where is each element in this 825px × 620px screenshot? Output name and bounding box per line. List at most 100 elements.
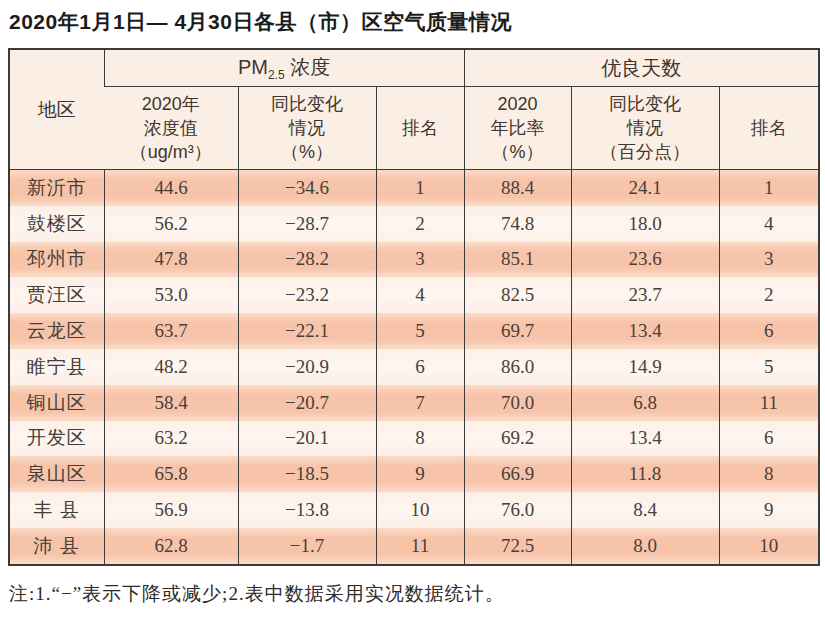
value-cell: −23.2 bbox=[238, 277, 376, 313]
value-cell: 69.2 bbox=[464, 421, 571, 457]
pm25-label: PM2.5 浓度 bbox=[238, 56, 330, 78]
table-row: 开发区63.2−20.1869.213.46 bbox=[9, 421, 819, 457]
value-cell: 6 bbox=[719, 421, 819, 457]
value-cell: 8.0 bbox=[571, 528, 719, 565]
header-region: 地区 bbox=[9, 49, 104, 170]
value-cell: 88.4 bbox=[464, 170, 571, 206]
value-cell: −28.2 bbox=[238, 242, 376, 278]
value-cell: 11 bbox=[376, 528, 464, 565]
value-cell: 8.4 bbox=[571, 492, 719, 528]
region-cell: 开发区 bbox=[9, 421, 104, 457]
value-cell: 1 bbox=[376, 170, 464, 206]
value-cell: −28.7 bbox=[238, 206, 376, 242]
value-cell: 2 bbox=[376, 206, 464, 242]
table-row: 丰 县56.9−13.81076.08.49 bbox=[9, 492, 819, 528]
value-cell: 24.1 bbox=[571, 170, 719, 206]
value-cell: 70.0 bbox=[464, 385, 571, 421]
value-cell: 7 bbox=[376, 385, 464, 421]
page-title: 2020年1月1日— 4月30日各县（市）区空气质量情况 bbox=[9, 8, 818, 36]
region-cell: 鼓楼区 bbox=[9, 206, 104, 242]
table-row: 铜山区58.4−20.7770.06.811 bbox=[9, 385, 819, 421]
table-row: 新沂市44.6−34.6188.424.11 bbox=[9, 170, 819, 206]
value-cell: 63.7 bbox=[104, 313, 238, 349]
region-cell: 新沂市 bbox=[9, 170, 104, 206]
header-group-pm25: PM2.5 浓度 bbox=[104, 49, 464, 87]
footnote: 注:1.“−”表示下降或减少;2.表中数据采用实况数据统计。 bbox=[9, 581, 818, 607]
value-cell: 48.2 bbox=[104, 349, 238, 385]
table-header: 地区 PM2.5 浓度 优良天数 2020年 浓度值 （ug/m³） 同比变化 … bbox=[9, 49, 819, 170]
header-yoy-change-pct: 同比变化 情况 （%） bbox=[238, 87, 376, 170]
value-cell: −18.5 bbox=[238, 456, 376, 492]
value-cell: −20.1 bbox=[238, 421, 376, 457]
value-cell: 58.4 bbox=[104, 385, 238, 421]
value-cell: 86.0 bbox=[464, 349, 571, 385]
value-cell: 56.2 bbox=[104, 206, 238, 242]
value-cell: −34.6 bbox=[238, 170, 376, 206]
value-cell: 66.9 bbox=[464, 456, 571, 492]
header-2020-ratio: 2020 年比率 （%） bbox=[464, 87, 571, 170]
value-cell: 82.5 bbox=[464, 277, 571, 313]
value-cell: 6 bbox=[719, 313, 819, 349]
value-cell: 9 bbox=[376, 456, 464, 492]
header-rank-pm: 排名 bbox=[376, 87, 464, 170]
table-row: 贾汪区53.0−23.2482.523.72 bbox=[9, 277, 819, 313]
value-cell: 85.1 bbox=[464, 242, 571, 278]
region-cell: 睢宁县 bbox=[9, 349, 104, 385]
header-group-good-days: 优良天数 bbox=[464, 49, 819, 87]
value-cell: 23.6 bbox=[571, 242, 719, 278]
value-cell: 69.7 bbox=[464, 313, 571, 349]
region-cell: 云龙区 bbox=[9, 313, 104, 349]
value-cell: 76.0 bbox=[464, 492, 571, 528]
value-cell: 4 bbox=[376, 277, 464, 313]
value-cell: 44.6 bbox=[104, 170, 238, 206]
value-cell: 9 bbox=[719, 492, 819, 528]
value-cell: 8 bbox=[376, 421, 464, 457]
table-body: 新沂市44.6−34.6188.424.11鼓楼区56.2−28.7274.81… bbox=[9, 170, 819, 565]
value-cell: 6 bbox=[376, 349, 464, 385]
value-cell: 10 bbox=[376, 492, 464, 528]
region-cell: 丰 县 bbox=[9, 492, 104, 528]
value-cell: 72.5 bbox=[464, 528, 571, 565]
value-cell: −1.7 bbox=[238, 528, 376, 565]
value-cell: 18.0 bbox=[571, 206, 719, 242]
value-cell: 74.8 bbox=[464, 206, 571, 242]
value-cell: 47.8 bbox=[104, 242, 238, 278]
value-cell: 13.4 bbox=[571, 421, 719, 457]
value-cell: −20.7 bbox=[238, 385, 376, 421]
value-cell: 2 bbox=[719, 277, 819, 313]
region-cell: 贾汪区 bbox=[9, 277, 104, 313]
value-cell: −22.1 bbox=[238, 313, 376, 349]
value-cell: 11.8 bbox=[571, 456, 719, 492]
header-sub-row: 2020年 浓度值 （ug/m³） 同比变化 情况 （%） 排名 2020 年比… bbox=[9, 87, 819, 170]
value-cell: 6.8 bbox=[571, 385, 719, 421]
table-row: 泉山区65.8−18.5966.911.88 bbox=[9, 456, 819, 492]
value-cell: 56.9 bbox=[104, 492, 238, 528]
header-rank-days: 排名 bbox=[719, 87, 819, 170]
value-cell: 13.4 bbox=[571, 313, 719, 349]
value-cell: 3 bbox=[376, 242, 464, 278]
value-cell: 10 bbox=[719, 528, 819, 565]
region-cell: 泉山区 bbox=[9, 456, 104, 492]
table-row: 沛 县62.8−1.71172.58.010 bbox=[9, 528, 819, 565]
header-yoy-change-points: 同比变化 情况 （百分点） bbox=[571, 87, 719, 170]
value-cell: 62.8 bbox=[104, 528, 238, 565]
region-cell: 沛 县 bbox=[9, 528, 104, 565]
header-group-row: 地区 PM2.5 浓度 优良天数 bbox=[9, 49, 819, 87]
value-cell: 63.2 bbox=[104, 421, 238, 457]
page: 2020年1月1日— 4月30日各县（市）区空气质量情况 地区 PM2.5 浓度… bbox=[0, 0, 825, 620]
value-cell: 4 bbox=[719, 206, 819, 242]
table-row: 睢宁县48.2−20.9686.014.95 bbox=[9, 349, 819, 385]
value-cell: 23.7 bbox=[571, 277, 719, 313]
value-cell: 11 bbox=[719, 385, 819, 421]
value-cell: 5 bbox=[376, 313, 464, 349]
header-concentration: 2020年 浓度值 （ug/m³） bbox=[104, 87, 238, 170]
value-cell: 53.0 bbox=[104, 277, 238, 313]
value-cell: 3 bbox=[719, 242, 819, 278]
table-row: 邳州市47.8−28.2385.123.63 bbox=[9, 242, 819, 278]
value-cell: 65.8 bbox=[104, 456, 238, 492]
region-cell: 邳州市 bbox=[9, 242, 104, 278]
value-cell: 14.9 bbox=[571, 349, 719, 385]
value-cell: −20.9 bbox=[238, 349, 376, 385]
region-cell: 铜山区 bbox=[9, 385, 104, 421]
table-row: 鼓楼区56.2−28.7274.818.04 bbox=[9, 206, 819, 242]
